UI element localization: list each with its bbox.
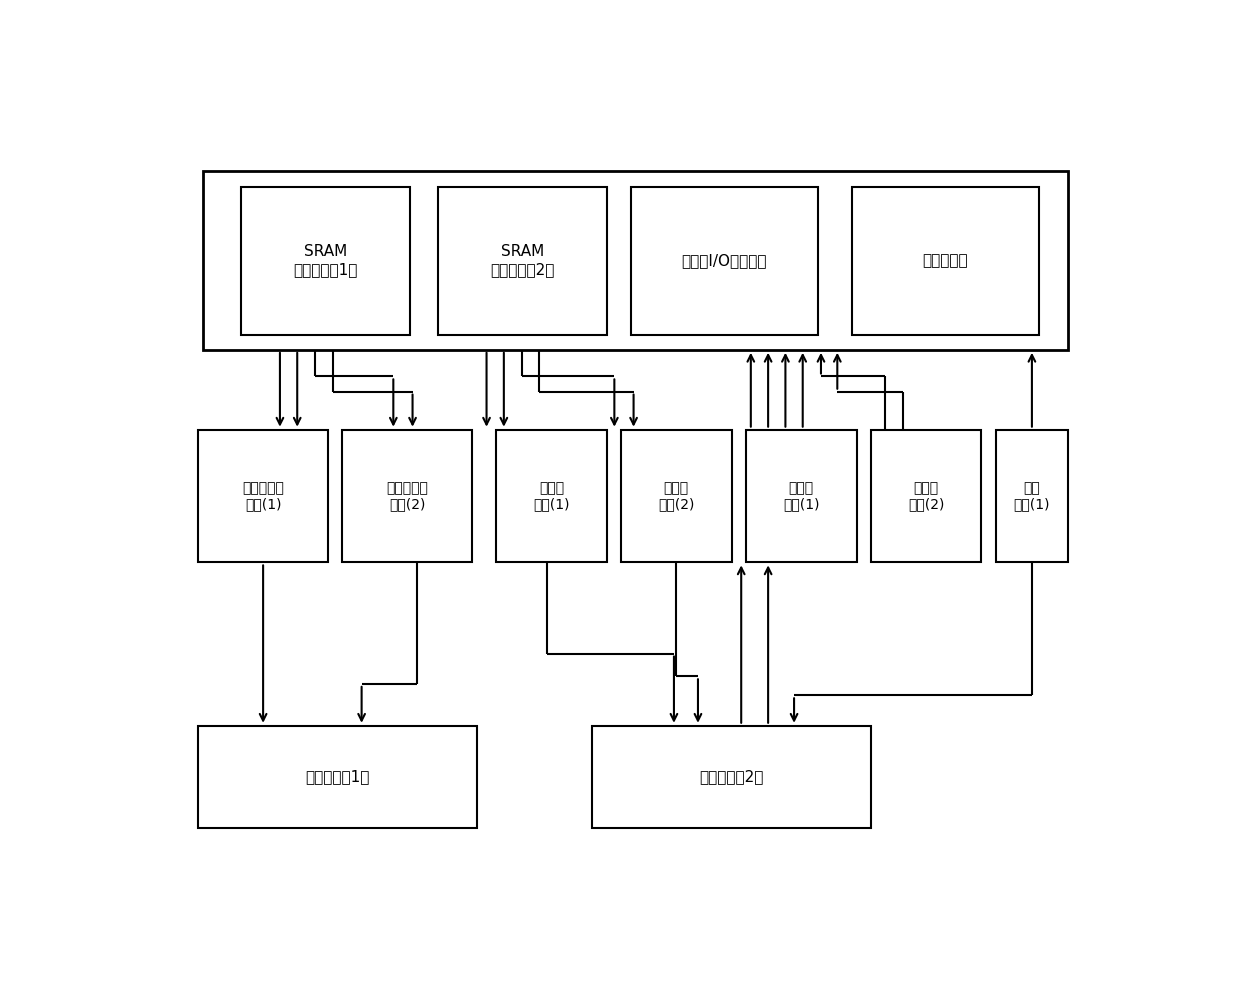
Bar <box>852 186 1039 334</box>
Bar <box>496 430 606 562</box>
Text: 写标识
单元(2): 写标识 单元(2) <box>658 481 694 511</box>
Bar <box>198 430 327 562</box>
Bar <box>198 726 477 828</box>
Bar <box>242 186 409 334</box>
Text: 命令
单元(1): 命令 单元(1) <box>1013 481 1050 511</box>
Text: SRAM
控制单元（2）: SRAM 控制单元（2） <box>490 245 554 277</box>
Bar <box>870 430 982 562</box>
Text: SRAM
控制单元（1）: SRAM 控制单元（1） <box>294 245 358 277</box>
Bar <box>593 726 870 828</box>
Bar <box>631 186 818 334</box>
Text: 读数据标识
单元(2): 读数据标识 单元(2) <box>387 481 428 511</box>
Text: 处理单元（1）: 处理单元（1） <box>305 769 370 785</box>
Bar <box>621 430 732 562</box>
Text: 处理单元（2）: 处理单元（2） <box>699 769 764 785</box>
Text: 网络包I/O接口单元: 网络包I/O接口单元 <box>682 253 768 268</box>
Bar <box>996 430 1068 562</box>
Bar <box>203 172 1068 350</box>
Bar <box>342 430 472 562</box>
Text: 写标识
单元(1): 写标识 单元(1) <box>533 481 569 511</box>
Bar <box>746 430 857 562</box>
Bar <box>439 186 606 334</box>
Text: 读数据标识
单元(1): 读数据标识 单元(1) <box>242 481 284 511</box>
Text: 写数据
单元(2): 写数据 单元(2) <box>908 481 945 511</box>
Text: 写数据
单元(1): 写数据 单元(1) <box>782 481 820 511</box>
Text: 加解密单元: 加解密单元 <box>923 253 968 268</box>
